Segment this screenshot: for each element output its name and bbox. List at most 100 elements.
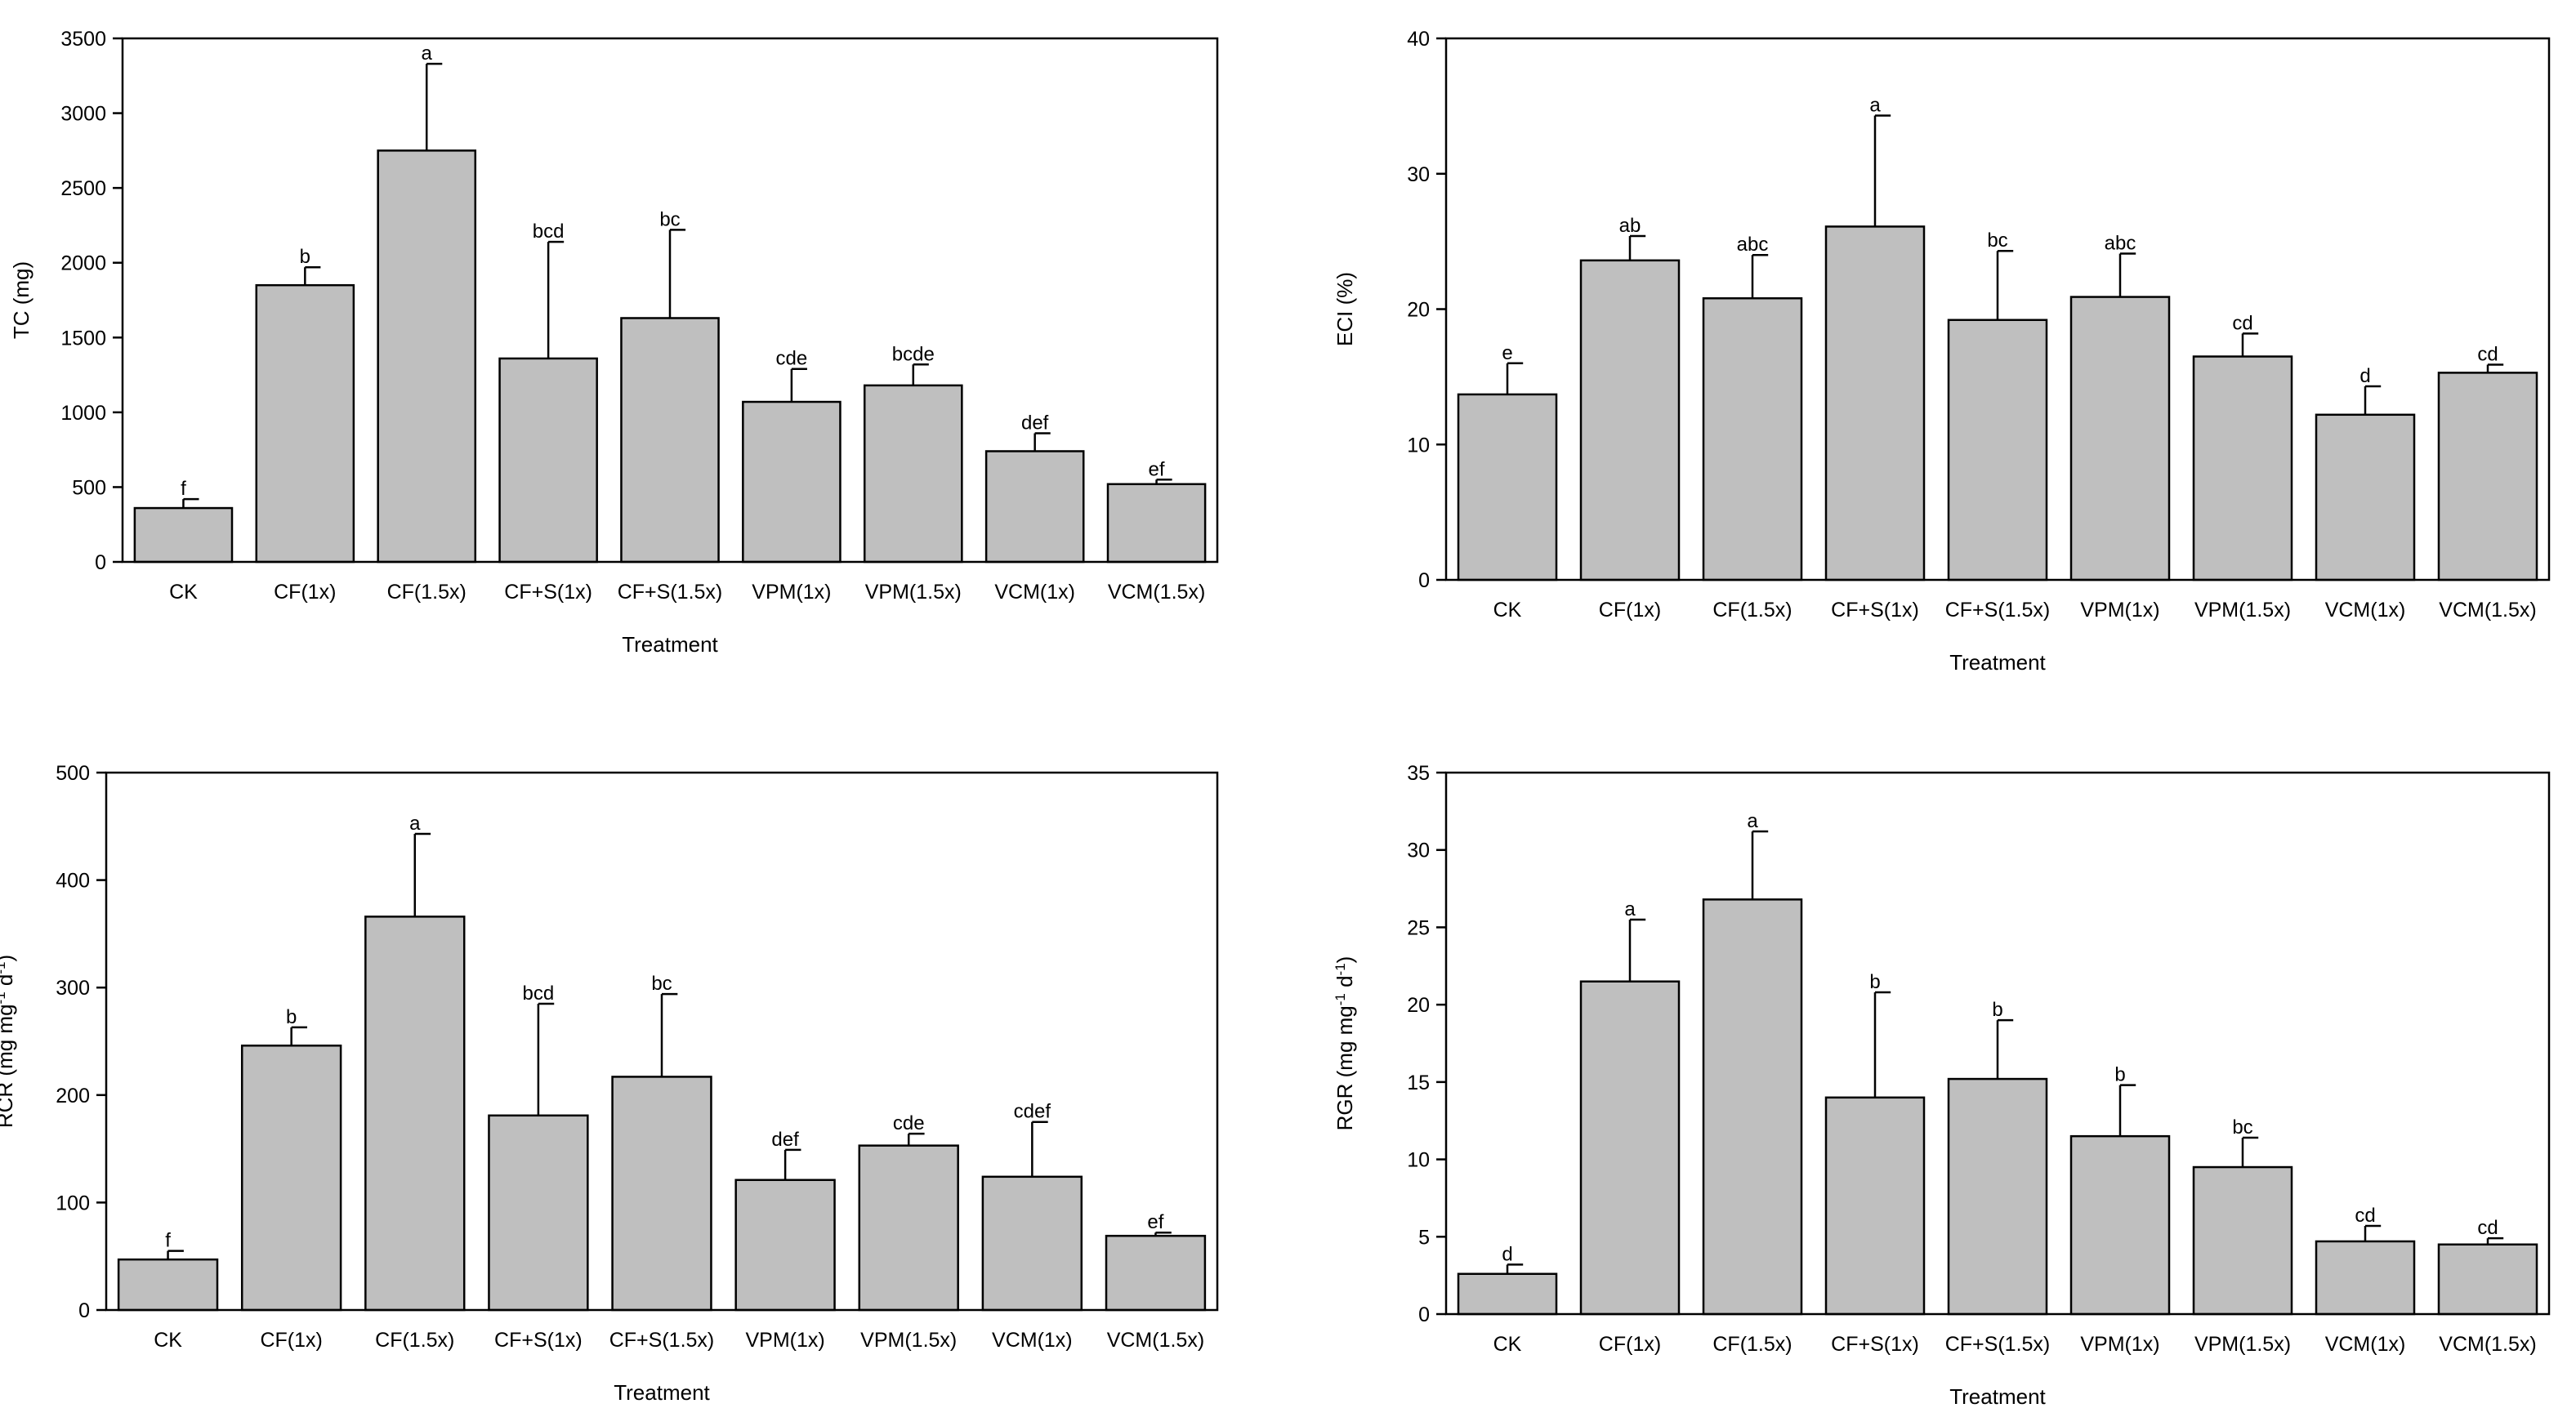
bar-CF(1.5x) [377,149,477,564]
bar-CF+S(1.5x) [620,317,720,564]
category-label-VCM(1x): VCM(1x) [994,581,1075,604]
x-axis-title: Treatment [1949,1384,2046,1409]
category-label-VCM(1.5x): VCM(1.5x) [2439,599,2536,622]
x-axis-title: Treatment [1949,650,2046,675]
x-axis-title: Treatment [622,632,718,657]
significance-letter-VPM(1.5x): cd [2232,312,2252,334]
y-tick-label: 1500 [60,327,106,350]
category-label-CF(1.5x): CF(1.5x) [1712,599,1792,622]
category-label-VPM(1.5x): VPM(1.5x) [860,1329,957,1352]
y-tick-label: 2500 [60,177,106,200]
bar-VCM(1x) [981,1175,1083,1312]
chart-rcr: f CK b CF(1x) a CF(1.5x) bcd CF+S(1x) bc CF+S(1.5… [0,762,1219,1405]
y-tick-label: 0 [95,551,106,574]
significance-letter-CF(1.5x): a [409,813,421,835]
significance-letter-VPM(1x): abc [2105,233,2136,255]
chart-rgr: d CK a CF(1x) a CF(1.5x) b CF+S(1x) b CF+S(1.5x) b… [1333,762,2551,1409]
category-label-CF(1x): CF(1x) [260,1329,322,1352]
significance-letter-CF+S(1x): b [1869,971,1880,993]
plot-frame [1444,771,2551,1316]
category-label-VPM(1.5x): VPM(1.5x) [2194,599,2291,622]
category-label-CF+S(1.5x): CF+S(1.5x) [618,581,723,604]
chart-tc: f CK b CF(1x) a CF(1.5x) bcd CF+S(1x) bc CF+S(1.5… [9,28,1219,657]
y-tick-label: 35 [1407,762,1430,785]
y-tick-label: 200 [56,1085,90,1107]
significance-letter-CK: f [181,478,186,500]
significance-letter-CK: f [165,1230,171,1252]
bar-VCM(1.5x) [2437,1243,2538,1316]
significance-letter-CF+S(1.5x): bc [1987,229,2007,252]
category-label-VPM(1.5x): VPM(1.5x) [865,581,962,604]
category-label-CF(1x): CF(1x) [1599,1333,1661,1356]
y-tick-label: 20 [1407,994,1430,1017]
bar-VPM(1x) [2069,296,2171,582]
chart-eci: e CK ab CF(1x) abc CF(1.5x) a CF+S(1x) bc CF+S(1.… [1333,28,2551,675]
y-axis-title: RCR (mg mg-1 d-1) [0,955,17,1128]
category-label-CK: CK [1493,599,1522,622]
bar-VCM(1x) [2315,413,2416,582]
bar-CF+S(1x) [1824,1096,1926,1316]
bar-CF(1x) [255,283,355,564]
y-tick-label: 5 [1418,1226,1430,1249]
y-tick-label: 15 [1407,1072,1430,1094]
y-tick-label: 500 [72,476,106,499]
significance-letter-CK: e [1502,342,1512,364]
significance-letter-VCM(1x): cdef [1014,1101,1051,1123]
significance-letter-CF+S(1x): bcd [533,221,565,243]
bar-CF(1x) [1579,259,1681,582]
y-tick-label: 3000 [60,103,106,126]
category-label-CF(1x): CF(1x) [274,581,336,604]
significance-letter-CF+S(1.5x): b [1992,999,2002,1021]
bar-VCM(1x) [984,450,1085,564]
y-axis-title: TC (mg) [9,261,33,339]
significance-letter-VPM(1x): def [771,1129,799,1151]
bar-CF(1x) [1579,980,1681,1316]
bar-CF+S(1.5x) [1947,319,2048,582]
bar-CK [1457,1272,1558,1316]
bar-VPM(1x) [2069,1134,2171,1316]
significance-letter-VCM(1.5x): cd [2477,343,2498,365]
plot-frame [121,37,1219,564]
category-label-VPM(1x): VPM(1x) [2080,1333,2159,1356]
bar-VCM(1.5x) [1106,483,1207,564]
category-label-CK: CK [1493,1333,1522,1356]
significance-letter-CF(1.5x): a [1747,810,1758,832]
bar-CF(1.5x) [1702,898,1803,1316]
bar-CF+S(1x) [1824,225,1926,582]
bar-CF(1x) [240,1045,342,1312]
category-label-VCM(1x): VCM(1x) [992,1329,1073,1352]
bar-CF+S(1x) [488,1114,589,1312]
significance-letter-CF(1.5x): a [422,42,433,65]
significance-letter-CF+S(1.5x): bc [651,973,672,995]
bar-CF+S(1x) [498,357,598,564]
category-label-CF+S(1x): CF+S(1x) [494,1329,583,1352]
bar-VPM(1x) [734,1179,836,1312]
significance-letter-VCM(1.5x): cd [2477,1217,2498,1239]
category-label-CF+S(1.5x): CF+S(1.5x) [1945,599,2051,622]
significance-letter-VPM(1x): cde [776,348,808,370]
bar-VCM(1x) [2315,1240,2416,1316]
y-tick-label: 10 [1407,434,1430,457]
significance-letter-VPM(1.5x): bcde [892,343,935,365]
y-tick-label: 300 [56,977,90,1000]
category-label-VPM(1x): VPM(1x) [2080,599,2159,622]
category-label-VCM(1.5x): VCM(1.5x) [1107,1329,1204,1352]
bar-CF+S(1.5x) [1947,1077,2048,1316]
bar-CF(1.5x) [364,916,466,1312]
category-label-CF(1.5x): CF(1.5x) [1712,1333,1792,1356]
bar-CK [1457,393,1558,582]
category-label-VCM(1.5x): VCM(1.5x) [2439,1333,2536,1356]
significance-letter-CF(1x): b [286,1006,297,1028]
bar-VPM(1.5x) [858,1144,959,1312]
category-label-CF+S(1x): CF+S(1x) [1831,599,1919,622]
y-tick-label: 40 [1407,28,1430,51]
category-label-VCM(1x): VCM(1x) [2325,1333,2406,1356]
significance-letter-CF(1x): ab [1619,215,1641,237]
y-tick-label: 10 [1407,1149,1430,1172]
bar-CK [133,506,234,564]
y-tick-label: 500 [56,762,90,785]
significance-letter-VPM(1.5x): bc [2232,1116,2252,1139]
significance-letter-VCM(1.5x): ef [1149,458,1165,480]
x-axis-title: Treatment [614,1380,710,1405]
